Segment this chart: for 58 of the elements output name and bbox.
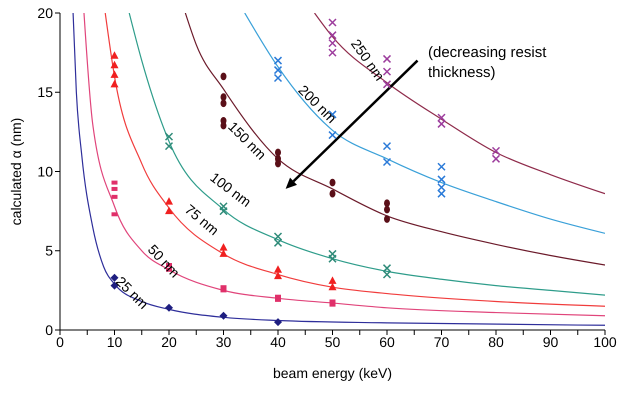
- text: 150 nm: [225, 118, 270, 163]
- x-tick-label: 10: [106, 334, 122, 350]
- point: [220, 72, 226, 80]
- point: [110, 80, 118, 88]
- x-tick-label: 20: [161, 334, 177, 350]
- x-tick-label: 80: [488, 334, 504, 350]
- point: [165, 304, 173, 312]
- point: [112, 194, 118, 199]
- y-tick-label: 10: [37, 163, 54, 180]
- point: [328, 18, 337, 27]
- point: [110, 70, 118, 78]
- x-tick-label: 50: [324, 334, 340, 350]
- point: [437, 162, 446, 171]
- point: [384, 215, 390, 223]
- point: [165, 197, 173, 205]
- y-tick-label: 15: [37, 84, 54, 100]
- point: [384, 199, 390, 207]
- point: [382, 158, 392, 166]
- point: [328, 282, 336, 290]
- point: [274, 272, 282, 280]
- x-tick-label: 0: [56, 334, 64, 350]
- point: [328, 130, 337, 140]
- point: [110, 60, 118, 68]
- point: [274, 265, 282, 273]
- point: [220, 93, 226, 101]
- point: [382, 80, 392, 89]
- annotation: (decreasing resist thickness): [428, 43, 548, 83]
- point: [112, 186, 118, 191]
- point: [330, 190, 336, 198]
- x-tick-label: 40: [270, 334, 286, 350]
- point: [220, 312, 228, 320]
- x-tick-label: 60: [379, 334, 395, 350]
- text: 200 nm: [295, 82, 340, 126]
- point: [220, 100, 226, 108]
- point: [384, 206, 390, 214]
- point: [382, 142, 392, 150]
- point: [112, 180, 118, 185]
- point: [110, 51, 118, 59]
- y-tick-label: 20: [37, 4, 54, 21]
- x-tick-label: 100: [593, 334, 617, 350]
- point: [382, 54, 392, 64]
- text: 250 nm: [348, 36, 388, 84]
- y-tick-label: 0: [45, 322, 54, 338]
- x-tick-label: 30: [216, 334, 232, 350]
- point: [330, 178, 336, 186]
- x-tick-label: 90: [542, 334, 558, 350]
- point: [220, 243, 228, 251]
- x-axis-title: beam energy (keV): [272, 365, 392, 381]
- point: [328, 276, 336, 284]
- point: [275, 148, 281, 156]
- y-axis-title: calculated α (nm): [8, 118, 24, 226]
- point: [382, 67, 392, 76]
- line-series: [184, 13, 605, 266]
- point: [165, 206, 173, 214]
- point: [274, 318, 282, 326]
- point: [112, 212, 118, 216]
- y-tick-label: 5: [45, 242, 54, 259]
- x-tick-label: 70: [434, 334, 450, 350]
